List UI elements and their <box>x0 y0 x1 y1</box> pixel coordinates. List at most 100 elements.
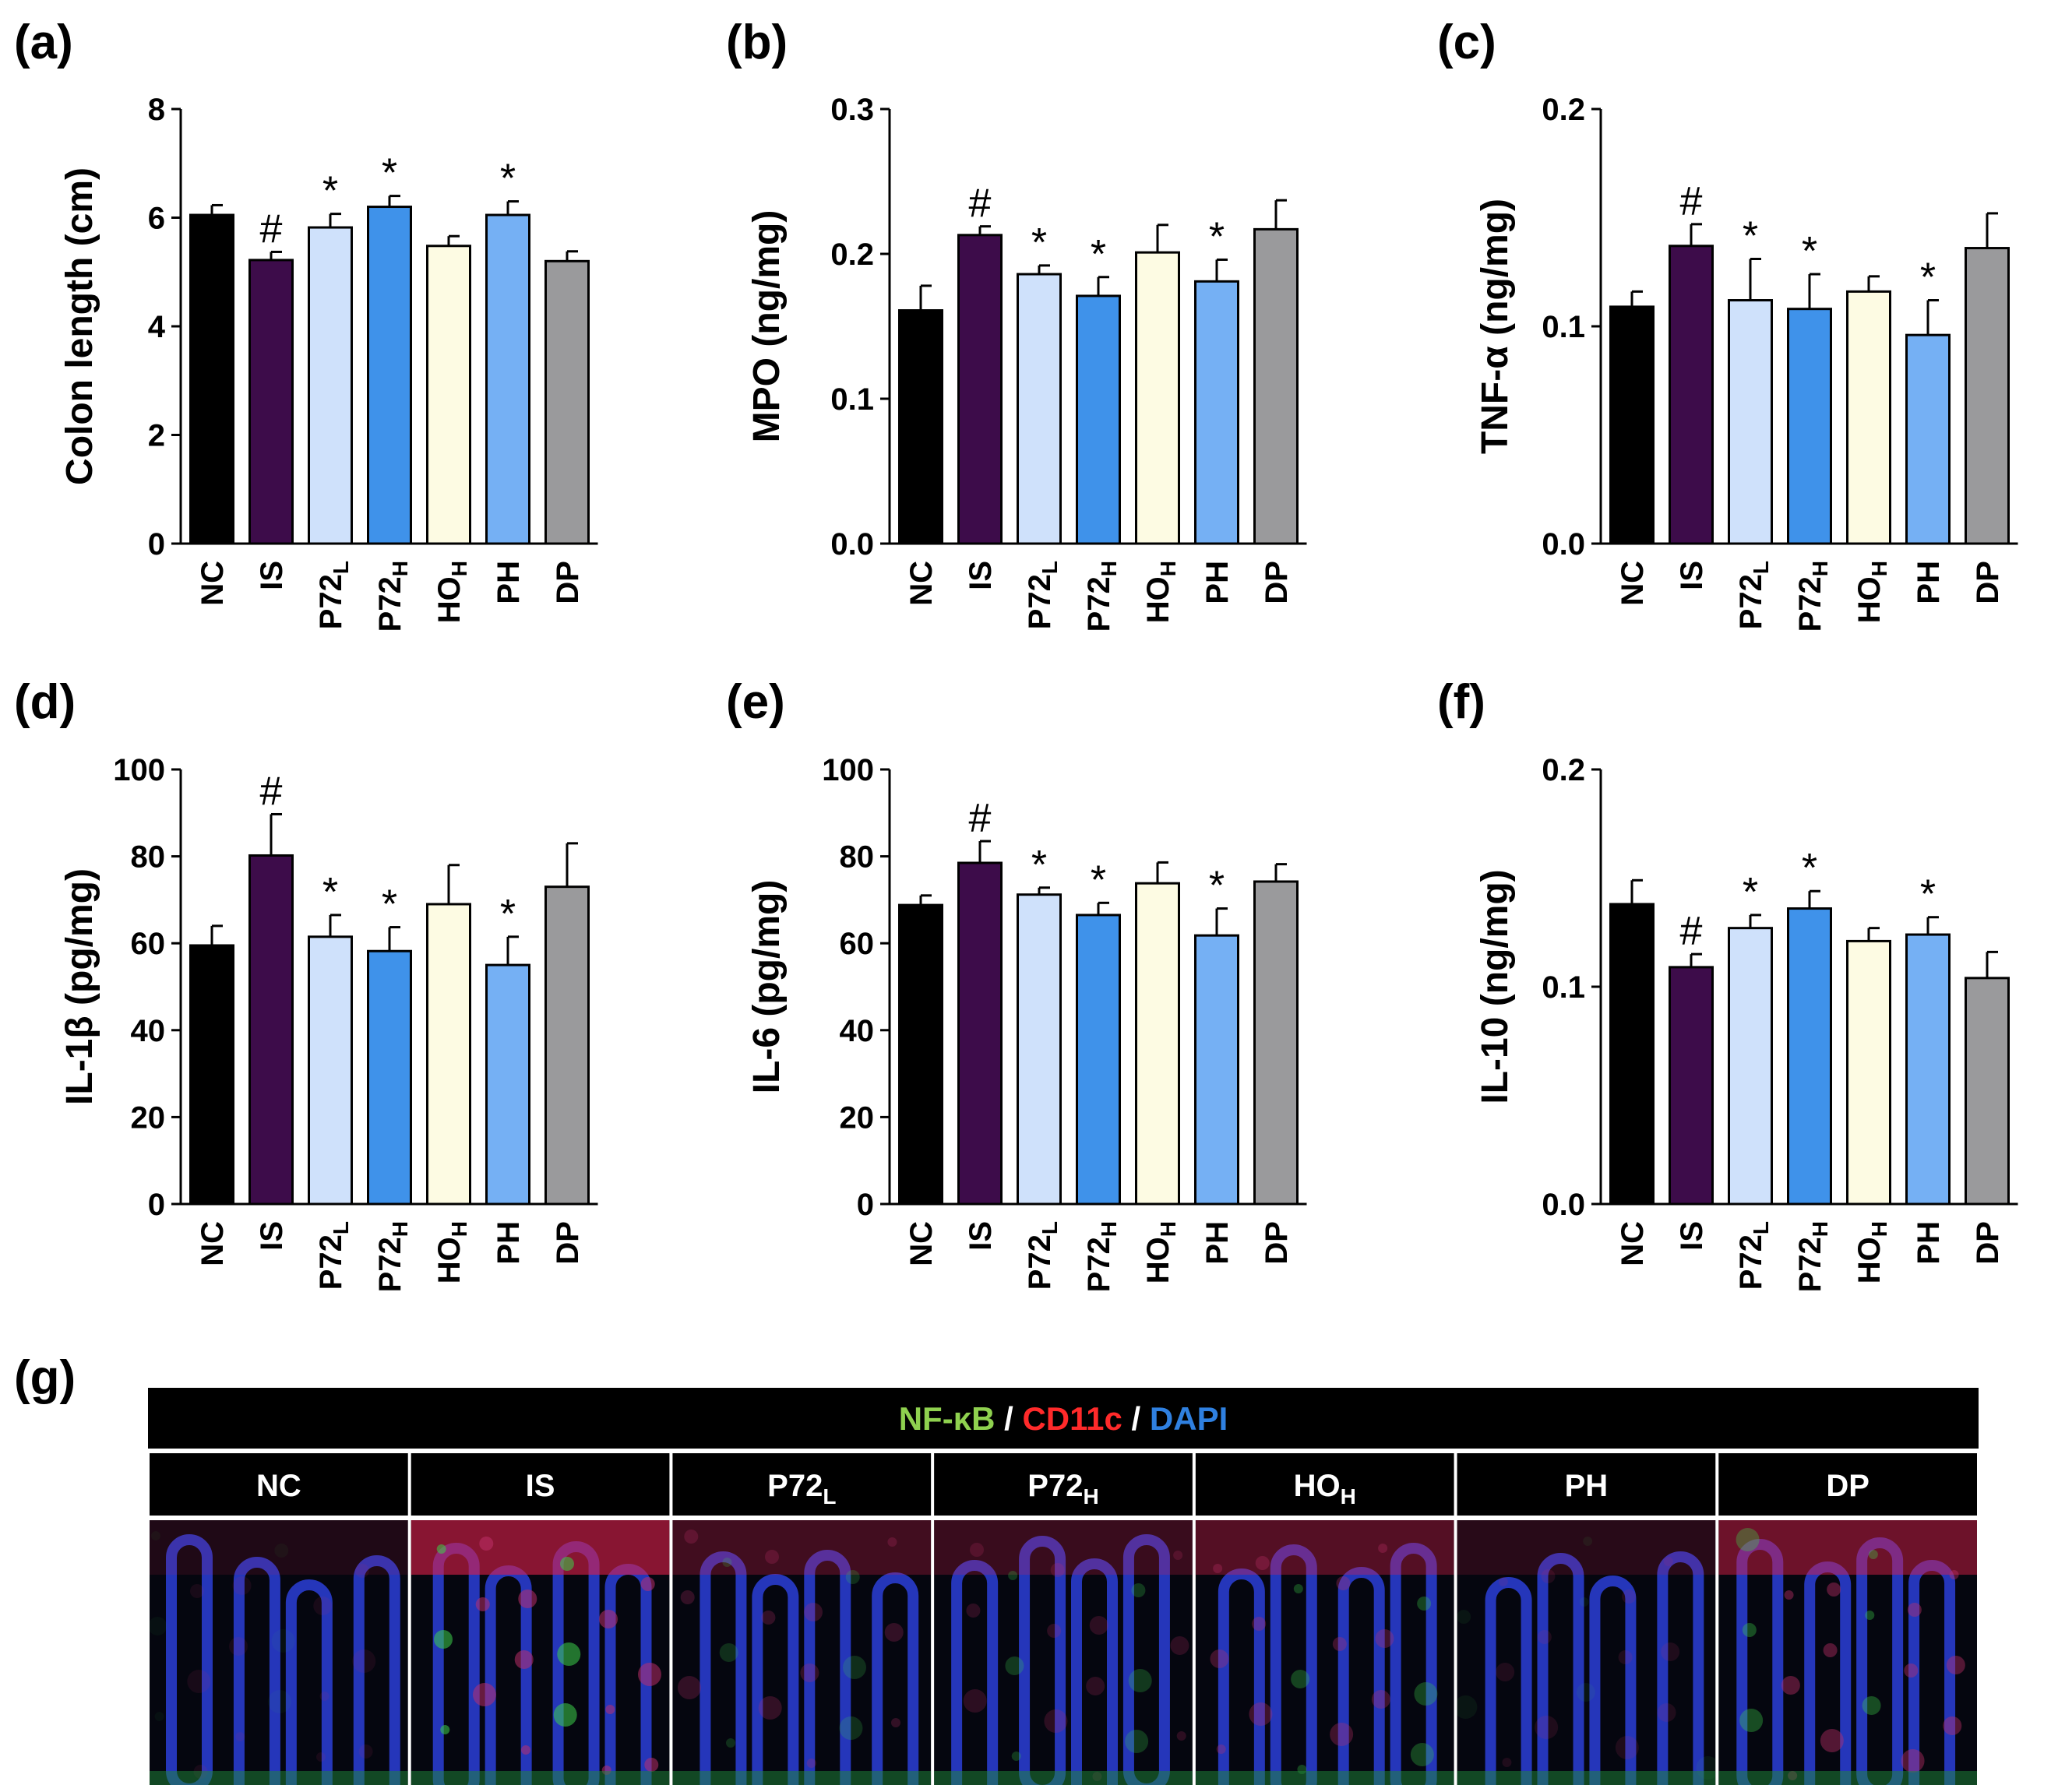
y-tick-label: 60 <box>840 927 875 961</box>
significance-hash: # <box>260 769 283 814</box>
x-category-label: DP <box>551 1221 585 1265</box>
bar-hoh <box>1846 290 1891 545</box>
panel-g: (g) NF-κB / CD11c / DAPI NC IS P72L P72H HOH PH… <box>14 1351 1979 1785</box>
y-tick-label: 0 <box>148 527 165 562</box>
y-tick-label: 0 <box>857 1188 874 1222</box>
x-category-label: NC <box>1616 561 1650 606</box>
x-category-label: DP <box>1971 561 2005 604</box>
x-category-label: HOH <box>1852 1221 1891 1283</box>
panel-letter: (c) <box>1437 16 1496 69</box>
bar-ph <box>1905 333 1951 545</box>
chart-panel-2: (b) MPO (ng/mg) 0.0 0.1 0.2 0.3 NC # IS * P72L * P72… <box>726 16 1307 632</box>
column-header-hoh <box>1195 1453 1454 1516</box>
micrograph-hoh <box>1195 1520 1454 1785</box>
x-category-label: IS <box>964 561 998 590</box>
significance-hash: # <box>969 796 992 841</box>
x-category-label: P72L <box>314 561 353 629</box>
chart-panel-5: (e) IL-6 (pg/mg) 0 20 40 60 80 100 NC # IS * P72L * P7… <box>726 675 1307 1292</box>
x-category-label: P72H <box>1082 561 1121 632</box>
panel-letter: (g) <box>14 1351 76 1405</box>
y-tick-label: 80 <box>131 840 166 875</box>
x-category-label: PH <box>1912 1221 1946 1265</box>
x-category-label: HOH <box>432 1221 471 1283</box>
significance-star: * <box>1091 232 1106 277</box>
significance-hash: # <box>969 181 992 227</box>
column-header-is <box>411 1453 670 1516</box>
column-header-p72h <box>934 1453 1193 1516</box>
significance-star: * <box>1209 214 1225 259</box>
bar-nc <box>898 309 943 545</box>
column-label: DP <box>1826 1469 1870 1503</box>
bar-p72l <box>1728 927 1773 1206</box>
x-category-label: PH <box>492 1221 526 1265</box>
column-label: HOH <box>1294 1469 1356 1509</box>
x-category-label: P72H <box>373 561 412 632</box>
bar-p72l <box>308 226 353 545</box>
bar-p72l <box>1017 893 1062 1206</box>
bar-is <box>248 259 294 545</box>
bar-dp <box>1965 977 2010 1206</box>
y-tick-label: 0.1 <box>830 382 874 417</box>
significance-hash: # <box>1680 909 1703 954</box>
x-category-label: P72L <box>1023 561 1062 629</box>
x-category-label: HOH <box>1141 1221 1180 1283</box>
x-category-label: IS <box>1675 561 1709 590</box>
panel-letter: (d) <box>14 675 76 729</box>
significance-star: * <box>1743 870 1758 915</box>
y-tick-label: 40 <box>840 1014 875 1048</box>
x-category-label: NC <box>196 561 230 606</box>
bar-dp <box>1253 880 1299 1206</box>
significance-star: * <box>1091 857 1106 903</box>
bar-p72h <box>367 206 412 545</box>
column-label: PH <box>1565 1469 1609 1503</box>
column-header-p72l <box>672 1453 932 1516</box>
micrograph-p72l <box>672 1520 932 1785</box>
significance-hash: # <box>260 206 283 252</box>
bar-p72l <box>308 935 353 1206</box>
micrograph-p72h <box>934 1520 1193 1785</box>
y-tick-label: 0.1 <box>1542 310 1585 344</box>
y-tick-label: 80 <box>840 840 875 875</box>
bar-p72h <box>1076 914 1121 1206</box>
x-category-label: PH <box>492 561 526 604</box>
bar-p72l <box>1728 299 1773 545</box>
x-category-label: P72L <box>1023 1221 1062 1290</box>
significance-star: * <box>1920 255 1936 301</box>
bar-ph <box>485 963 530 1206</box>
bar-is <box>1669 245 1714 545</box>
y-axis-title: IL-1β (pg/mg) <box>59 868 100 1105</box>
x-category-label: P72H <box>1793 561 1832 632</box>
micrograph-ph <box>1457 1520 1716 1785</box>
y-tick-label: 0.0 <box>1542 527 1585 562</box>
significance-star: * <box>500 892 516 937</box>
x-category-label: IS <box>964 1221 998 1251</box>
micrograph-nc <box>150 1520 408 1785</box>
micrograph-dp <box>1718 1520 1977 1785</box>
y-axis-title: IL-6 (pg/mg) <box>746 880 788 1094</box>
y-tick-label: 0.2 <box>830 238 874 272</box>
significance-star: * <box>1031 843 1047 888</box>
significance-star: * <box>322 870 338 915</box>
bar-is <box>1669 966 1714 1206</box>
significance-star: * <box>1209 864 1225 909</box>
bar-is <box>957 861 1003 1206</box>
bar-dp <box>544 259 590 545</box>
x-category-label: P72L <box>1734 1221 1773 1290</box>
bar-p72h <box>1787 907 1832 1206</box>
x-category-label: PH <box>1200 561 1235 604</box>
x-category-label: P72H <box>1082 1221 1121 1292</box>
significance-star: * <box>500 157 516 202</box>
y-tick-label: 8 <box>148 93 165 127</box>
significance-star: * <box>1802 846 1817 891</box>
bar-hoh <box>1135 882 1180 1206</box>
bar-hoh <box>426 903 471 1206</box>
column-header-nc <box>150 1453 408 1516</box>
y-tick-label: 2 <box>148 419 165 453</box>
bar-ph <box>485 213 530 545</box>
bar-dp <box>544 885 590 1206</box>
x-category-label: IS <box>1675 1221 1709 1251</box>
significance-star: * <box>322 169 338 214</box>
column-label: IS <box>526 1469 555 1503</box>
significance-hash: # <box>1680 179 1703 224</box>
significance-star: * <box>382 882 397 928</box>
